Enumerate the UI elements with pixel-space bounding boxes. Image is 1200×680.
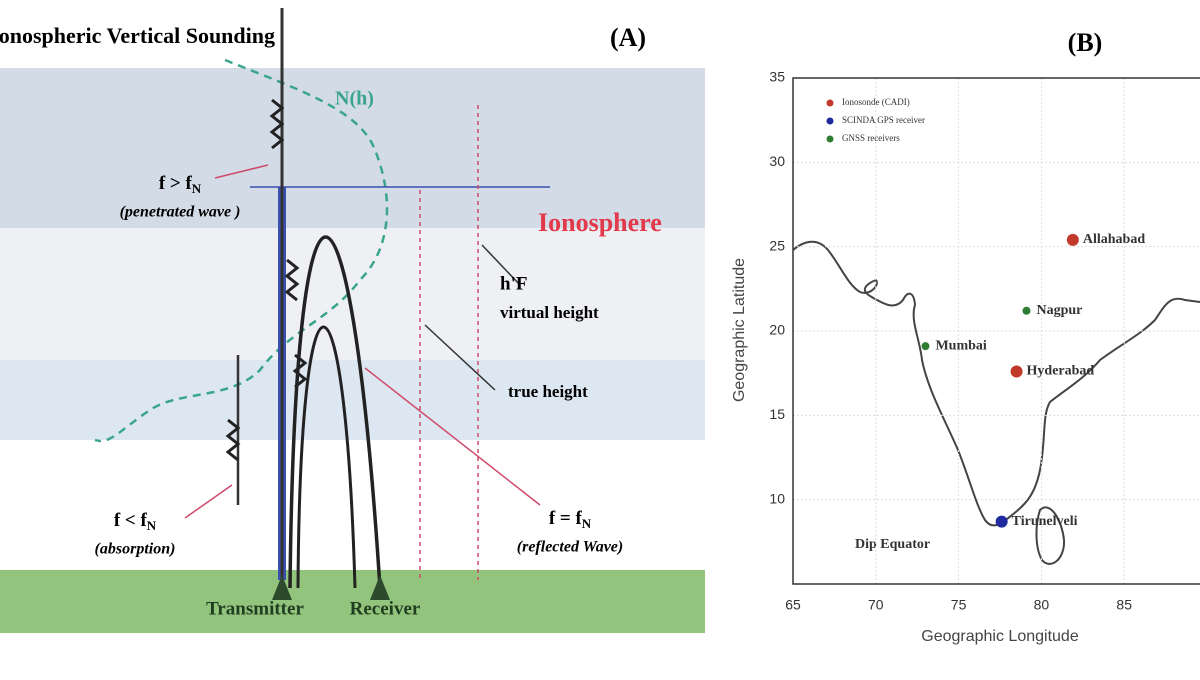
virtual-note: virtual height	[500, 303, 599, 322]
legend-swatch	[826, 117, 834, 125]
penetrated-label: f > fN	[159, 173, 202, 196]
band-mid	[0, 228, 705, 360]
y-tick-label: 30	[769, 153, 785, 169]
y-tick-label: 25	[769, 237, 785, 253]
pointer	[424, 324, 496, 391]
receiver-mast	[370, 575, 390, 600]
point	[1010, 365, 1023, 378]
coil	[292, 353, 308, 389]
reflected-arc	[296, 325, 357, 589]
panel-label: (B)	[1068, 28, 1103, 57]
ground	[0, 570, 705, 633]
legend-label: Ionosonde (CADI)	[842, 97, 910, 107]
point	[921, 342, 930, 351]
coil	[269, 98, 285, 150]
point	[1066, 233, 1079, 246]
panel-label: (A)	[610, 23, 646, 52]
coastline	[792, 240, 1200, 527]
nh-curve	[94, 58, 389, 443]
point-label: Mumbai	[935, 338, 986, 353]
x-tick-label: 70	[868, 597, 884, 613]
absorption-label: f < fN	[114, 510, 157, 533]
transmitter-label: Transmitter	[206, 598, 304, 619]
x-axis-label: Geographic Longitude	[921, 628, 1079, 645]
pointer	[364, 367, 541, 506]
virtual-label: h'F	[500, 273, 527, 294]
receiver-label: Receiver	[350, 598, 421, 619]
annotation: Dip Equator	[855, 537, 930, 552]
legend-label: SCINDA GPS receiver	[842, 115, 925, 125]
band-low	[0, 360, 705, 440]
point	[995, 515, 1008, 528]
x-tick-label: 80	[1034, 597, 1050, 613]
reflected-label: f = fN	[549, 508, 592, 531]
reflected-note: (reflected Wave)	[517, 539, 623, 556]
penetrated-note: (penetrated wave )	[120, 204, 241, 221]
absorption-note: (absorption)	[95, 541, 176, 558]
point-label: Hyderabad	[1027, 364, 1095, 379]
y-tick-label: 20	[769, 322, 785, 338]
y-tick-label: 15	[769, 406, 785, 422]
penetrated-arc	[288, 235, 382, 589]
point	[1022, 306, 1031, 315]
transmitter-mast	[272, 575, 292, 600]
sri-lanka	[1035, 506, 1066, 565]
y-tick-label: 10	[769, 490, 785, 506]
coil	[225, 418, 241, 462]
coil	[284, 258, 300, 302]
legend-swatch	[826, 135, 834, 143]
legend-label: GNSS receivers	[842, 133, 900, 143]
pointer	[214, 164, 269, 179]
point-label: Allahabad	[1083, 232, 1145, 247]
legend-swatch	[826, 99, 834, 107]
pointer	[184, 484, 233, 519]
diagram-title: Ionospheric Vertical Sounding	[0, 23, 275, 48]
band-top	[0, 68, 705, 228]
layer-label: Ionosphere	[538, 208, 662, 237]
x-tick-label: 85	[1116, 597, 1132, 613]
nh-label: N(h)	[335, 88, 374, 110]
point-label: Tirunelveli	[1012, 514, 1078, 529]
plot-frame	[792, 77, 1200, 585]
y-axis-label: Geographic Latitude	[731, 258, 748, 402]
y-tick-label: 35	[769, 69, 785, 85]
point-label: Nagpur	[1036, 303, 1082, 318]
pointer	[481, 244, 521, 286]
x-tick-label: 65	[785, 597, 801, 613]
x-tick-label: 75	[951, 597, 967, 613]
true-height-label: true height	[508, 382, 588, 401]
